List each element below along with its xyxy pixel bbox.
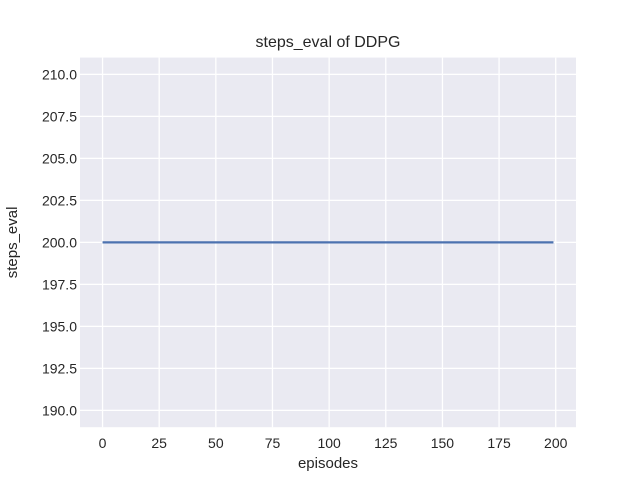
x-tick-label: 50 bbox=[208, 435, 224, 451]
chart-title: steps_eval of DDPG bbox=[256, 34, 401, 51]
y-tick-label: 195.0 bbox=[42, 318, 77, 334]
y-tick-label: 200.0 bbox=[42, 234, 77, 250]
x-tick-label: 75 bbox=[265, 435, 281, 451]
x-tick-label: 125 bbox=[374, 435, 398, 451]
x-tick-label: 25 bbox=[151, 435, 167, 451]
x-tick-label: 200 bbox=[544, 435, 568, 451]
y-tick-label: 202.5 bbox=[42, 192, 77, 208]
y-tick-label: 210.0 bbox=[42, 66, 77, 82]
x-tick-label: 100 bbox=[317, 435, 341, 451]
x-tick-labels: 0 25 50 75 100 125 150 175 200 bbox=[99, 435, 568, 451]
y-axis-label: steps_eval bbox=[4, 207, 21, 279]
y-tick-labels: 190.0 192.5 195.0 197.5 200.0 202.5 205.0 207.5… bbox=[42, 66, 77, 418]
y-tick-label: 205.0 bbox=[42, 150, 77, 166]
y-tick-label: 192.5 bbox=[42, 360, 77, 376]
x-tick-label: 150 bbox=[431, 435, 455, 451]
y-tick-label: 207.5 bbox=[42, 108, 77, 124]
x-axis-label: episodes bbox=[298, 455, 358, 472]
x-tick-label: 0 bbox=[99, 435, 107, 451]
x-tick-label: 175 bbox=[487, 435, 511, 451]
y-tick-label: 197.5 bbox=[42, 276, 77, 292]
y-tick-label: 190.0 bbox=[42, 402, 77, 418]
